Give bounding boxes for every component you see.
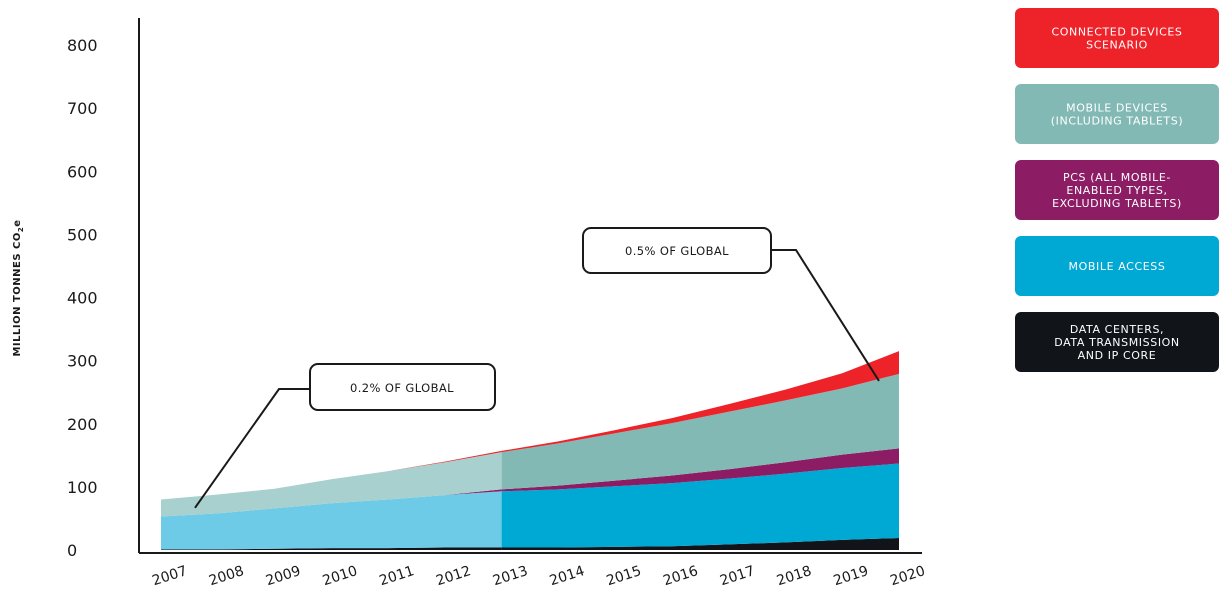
y-tick-200: 200 xyxy=(67,415,98,434)
y-tick-labels: 0 100 200 300 400 500 600 700 800 xyxy=(67,36,98,560)
y-tick-100: 100 xyxy=(67,478,98,497)
legend-label-connected-devices-scenario-line-1: CONNECTED DEVICES xyxy=(1051,26,1182,39)
legend-label-data-centers-data-transmission-and-ip-core-line-1: DATA CENTERS, xyxy=(1070,323,1164,336)
annotation-leader-1 xyxy=(194,388,310,509)
legend-label-connected-devices-scenario-line-2: SCENARIO xyxy=(1086,39,1148,52)
legend-label-mobile-devices-including-tablets-line-1: MOBILE DEVICES xyxy=(1066,102,1168,115)
legend-label-data-centers-data-transmission-and-ip-core-line-2: DATA TRANSMISSION xyxy=(1054,336,1180,349)
x-tick-2007: 2007 xyxy=(150,563,189,589)
annotation-box-1 xyxy=(309,363,496,411)
x-tick-2013: 2013 xyxy=(491,563,530,589)
area-mobile-access-historical xyxy=(161,491,502,550)
annotations: 0.2% OF GLOBAL 0.5% OF GLOBAL xyxy=(194,227,880,509)
y-axis-label-suffix: e xyxy=(12,219,23,226)
y-tick-0: 0 xyxy=(67,541,77,560)
y-tick-500: 500 xyxy=(67,225,98,244)
x-tick-2014: 2014 xyxy=(548,563,587,589)
x-tick-2012: 2012 xyxy=(434,563,473,589)
legend-swatch-mobile-devices-including-tablets xyxy=(1015,84,1219,144)
y-tick-700: 700 xyxy=(67,99,98,118)
y-axis-label-subscript: 2 xyxy=(17,227,25,232)
legend-swatch-pcs-all-mobile-enabled-types-excluding-tablets xyxy=(1015,160,1219,220)
legend-swatch-mobile-access xyxy=(1015,236,1219,296)
axes xyxy=(138,18,922,554)
legend-label-pcs-all-mobile-enabled-types-excluding-tablets-line-2: ENABLED TYPES, xyxy=(1066,184,1167,197)
x-tick-2018: 2018 xyxy=(775,563,814,589)
x-tick-2020: 2020 xyxy=(888,563,927,589)
legend-swatch-connected-devices-scenario xyxy=(1015,8,1219,68)
annotation-box-2 xyxy=(582,227,772,274)
y-tick-400: 400 xyxy=(67,289,98,308)
x-tick-2017: 2017 xyxy=(718,563,757,589)
annotation-text-1: 0.2% OF GLOBAL xyxy=(350,381,454,395)
legend-swatch-data-centers-data-transmission-and-ip-core xyxy=(1015,312,1219,372)
annotation-text-2: 0.5% OF GLOBAL xyxy=(625,244,729,258)
area-mobile-devices-including-tablets-historical xyxy=(161,452,502,517)
x-tick-2019: 2019 xyxy=(832,563,871,589)
legend-label-data-centers-data-transmission-and-ip-core-line-3: AND IP CORE xyxy=(1078,349,1157,362)
x-tick-2011: 2011 xyxy=(377,563,416,589)
area-pcs-all-mobile-enabled-types-excluding-tablets-projected xyxy=(501,448,899,492)
x-tick-2008: 2008 xyxy=(207,563,246,589)
y-axis-label: MILLION TONNES CO2e xyxy=(12,219,25,356)
x-tick-2015: 2015 xyxy=(604,563,643,589)
x-tick-2009: 2009 xyxy=(264,563,303,589)
area-mobile-access-projected xyxy=(501,463,899,548)
y-tick-600: 600 xyxy=(67,162,98,181)
y-axis-label-main: MILLION TONNES CO xyxy=(12,232,23,356)
stacked-areas xyxy=(161,351,899,550)
legend-label-mobile-access-line-1: MOBILE ACCESS xyxy=(1069,260,1166,273)
area-data-centers-data-transmission-and-ip-core-projected xyxy=(501,538,899,550)
y-tick-300: 300 xyxy=(67,352,98,371)
legend-label-mobile-devices-including-tablets-line-2: (INCLUDING TABLETS) xyxy=(1051,115,1183,128)
area-mobile-devices-including-tablets-projected xyxy=(501,373,899,490)
x-tick-2016: 2016 xyxy=(661,563,700,589)
area-data-centers-data-transmission-and-ip-core-historical xyxy=(161,547,502,550)
legend-label-pcs-all-mobile-enabled-types-excluding-tablets-line-1: PCS (ALL MOBILE- xyxy=(1063,171,1171,184)
y-tick-800: 800 xyxy=(67,36,98,55)
legend-label-pcs-all-mobile-enabled-types-excluding-tablets-line-3: EXCLUDING TABLETS) xyxy=(1052,197,1182,210)
annotation-leader-2 xyxy=(771,249,880,382)
x-tick-labels: 2007 2008 2009 2010 2011 2012 2013 2014 2015 2016… xyxy=(150,563,927,589)
x-tick-2010: 2010 xyxy=(321,563,360,589)
